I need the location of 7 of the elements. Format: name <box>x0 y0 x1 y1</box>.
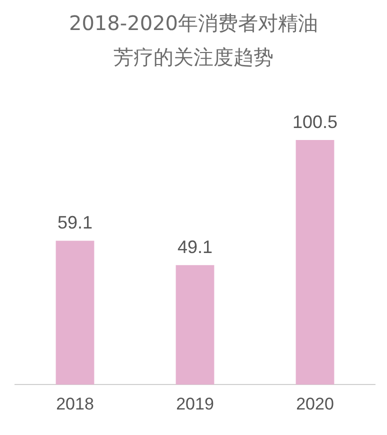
x-tick-label: 2019 <box>176 394 214 414</box>
data-label: 49.1 <box>177 237 213 258</box>
data-label: 59.1 <box>57 212 93 233</box>
x-tick-label: 2020 <box>296 394 334 414</box>
data-label: 100.5 <box>292 112 338 132</box>
chart-title: 2018-2020年消费者对精油芳疗的关注度趋势 <box>68 10 319 71</box>
x-tick-label: 2018 <box>56 394 94 414</box>
